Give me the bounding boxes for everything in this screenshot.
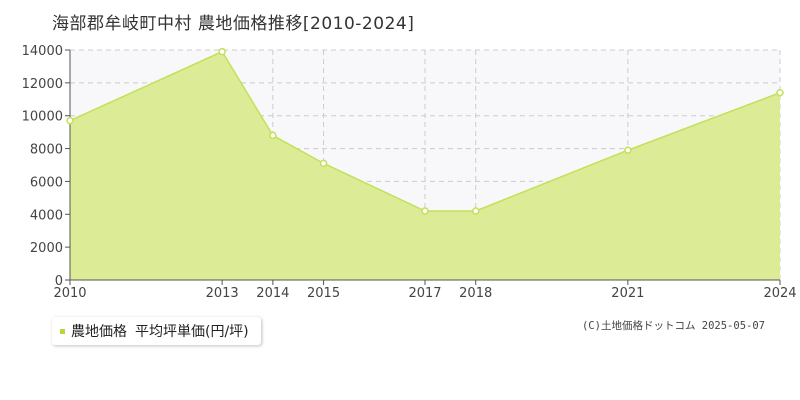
data-point-2010 [66,116,74,125]
chart-title: 海部郡牟岐町中村 農地価格推移[2010-2024] [52,14,415,34]
data-point-2013 [218,47,226,56]
x-tick-label: 2014 [256,286,289,301]
x-tick-label: 2013 [206,286,239,301]
data-point-2017 [421,207,429,215]
y-tick-label: 6000 [30,175,63,190]
data-markers [66,47,784,215]
x-tick-label: 2017 [408,286,441,301]
x-tick-label: 2018 [459,286,492,301]
data-point-2018 [471,207,480,215]
data-point-2015 [319,159,328,168]
y-tick-label: 0 [55,274,63,289]
x-tick-label: 2021 [611,286,644,301]
legend: 農地価格 平均坪単価(円/坪) [52,317,261,345]
y-tick-label: 8000 [30,143,63,158]
series-area-fill [70,51,780,281]
data-point-2021 [624,146,632,154]
series-line [69,50,781,212]
legend-label: 農地価格 [71,324,127,340]
y-tick-label: 2000 [30,241,63,256]
y-tick-label: 4000 [30,208,63,223]
x-tick-labels: 2010 2013 2014 2015 2017 2018 2021 2024 [53,286,796,301]
x-tick-label: 2024 [763,286,796,301]
y-tick-label: 14000 [22,44,63,59]
data-point-2014 [269,131,277,140]
legend-swatch [60,328,65,334]
credit-text: (C)土地価格ドットコム 2025-05-07 [581,320,765,332]
x-tick-label: 2010 [53,286,86,301]
x-tick-label: 2015 [307,286,340,301]
y-tick-label: 10000 [22,110,63,125]
legend-sublabel: 平均坪単価(円/坪) [135,324,249,340]
y-tick-labels: 0 2000 4000 6000 8000 10000 12000 14000 [22,44,63,289]
area-series [69,50,781,281]
y-tick-label: 12000 [22,77,63,92]
data-point-2024 [776,88,784,97]
axes [65,49,781,285]
